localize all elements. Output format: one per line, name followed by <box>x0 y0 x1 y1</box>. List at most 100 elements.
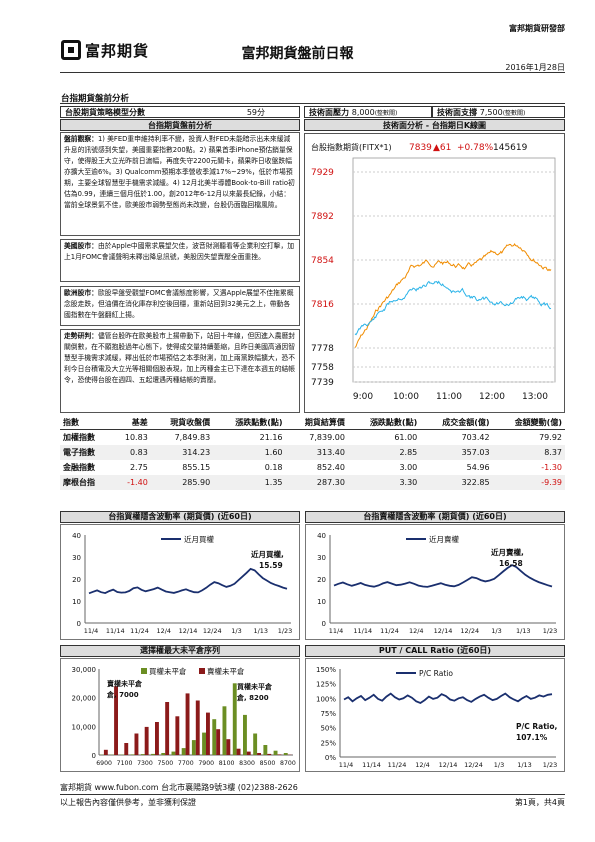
legend-label: 近月買權 <box>184 534 214 544</box>
put-oi-bar <box>155 722 159 755</box>
analysis-trend: 走勢研判：儘管台股昨在歐美股市上揚帶動下，站回十年線，但因進入農曆封關倒數，在不… <box>60 329 300 413</box>
y-tick-label: 0 <box>77 620 81 628</box>
x-tick-label: 7900 <box>198 760 214 767</box>
call-oi-bar <box>232 683 237 755</box>
report-date: 2016年1月28日 <box>505 63 565 72</box>
x-tick-label: 7300 <box>137 760 153 767</box>
kline-spot-line <box>354 280 552 336</box>
cell-spot: 7,849.83 <box>174 433 211 442</box>
row-name: 加權指數 <box>63 433 95 442</box>
legend-label: 近月賣權 <box>429 534 459 544</box>
data-label: 15.59 <box>259 561 283 570</box>
data-label: 倉, 8200 <box>236 693 269 702</box>
cell-volume: 322.85 <box>461 478 490 487</box>
analysis-us-market: 美國股市：由於Apple中國需求展望欠佳，波音財測聽看等企業利空打擊，加上1月F… <box>60 239 300 282</box>
y-tick-label: 0 <box>92 752 96 760</box>
legend-swatch <box>199 668 205 674</box>
support-value: 7,500 <box>479 107 503 117</box>
x-tick-label: 11/24 <box>130 627 149 635</box>
put-oi-bar <box>114 686 118 755</box>
call-oi-bar <box>202 732 206 755</box>
col-header: 漲跌點數(點) <box>213 416 286 430</box>
support-note: (整數關) <box>502 109 526 117</box>
call-oi-bar <box>263 745 268 755</box>
support-label: 技術面支撐 <box>437 107 477 117</box>
call-oi-bar <box>222 706 227 755</box>
analysis-premarket: 盤前觀察：1) 美FED重申維持利率不變，投資人對FED未能暗示出未來緩減升息的… <box>60 132 300 236</box>
cell-spot-change: 1.60 <box>264 448 283 457</box>
series-line <box>333 564 553 588</box>
x-tick-label: 1/13 <box>253 627 268 635</box>
col-header: 基差 <box>111 416 151 430</box>
cell-volume-change: -1.30 <box>541 463 562 472</box>
pc-ratio-chart-title: PUT / CALL Ratio (近60日) <box>305 645 565 657</box>
cell-volume: 703.42 <box>461 433 490 442</box>
kline-y-tick: 7778 <box>311 344 334 354</box>
analysis-eu-market: 歐洲股市：歐股早盤受觀望FOMC會議態度影響，又遇Apple展望不佳拖累概念股走… <box>60 286 300 326</box>
put-oi-bar <box>195 700 200 755</box>
resistance-value: 8,000 <box>351 107 375 117</box>
x-tick-label: 11/14 <box>106 627 125 635</box>
kline-futures-line <box>354 243 552 348</box>
row-name: 金融指數 <box>63 463 95 472</box>
data-label: 倉, 7000 <box>106 690 139 699</box>
fubon-logo-icon <box>61 40 81 60</box>
put-oi-bar <box>216 729 221 755</box>
cell-futures-change: 61.00 <box>394 433 418 442</box>
call-oi-bar <box>273 750 278 755</box>
call-oi-bar <box>283 753 288 755</box>
cell-basis: 0.83 <box>129 448 148 457</box>
x-tick-label: 12/14 <box>439 761 458 769</box>
x-tick-label: 1/13 <box>517 761 532 769</box>
fundamental-panel-title: 台指期貨盤前分析 <box>60 119 300 131</box>
strategy-label: 台股期貨策略模型分數 <box>65 107 145 117</box>
x-tick-label: 1/23 <box>278 627 293 635</box>
y-tick-label: 0 <box>322 620 326 628</box>
put-oi-bar <box>246 751 251 755</box>
call-oi-bar <box>130 754 135 755</box>
kline-x-tick: 12:00 <box>479 392 505 402</box>
cell-basis: -1.40 <box>127 478 148 487</box>
series-line <box>88 567 288 595</box>
kline-label: 台股指數期貨(FITX*1) <box>311 142 392 152</box>
col-header: 現貨收盤價 <box>150 416 214 430</box>
cell-futures-change: 3.00 <box>399 463 418 472</box>
put-oi-bar <box>134 733 139 755</box>
put-iv-chart: 0 10 20 30 40 11/4 11/14 11/24 12/4 12/14 12/24 1/3… <box>305 524 565 640</box>
kline-price: 7839 <box>409 143 432 153</box>
kline-x-tick: 13:00 <box>522 392 548 402</box>
data-label: 107.1% <box>516 733 548 742</box>
y-tick-label: 30 <box>317 554 326 562</box>
analysis-text: 歐股早盤受觀望FOMC會議態度影響，又遇Apple展望不佳拖累概念股走跌，但油價… <box>64 289 294 319</box>
row-name: 電子指數 <box>63 448 95 457</box>
support-bar: 技術面支撐 7,500 (整數關) <box>432 106 565 118</box>
x-tick-label: 12/4 <box>415 761 430 769</box>
x-tick-label: 7700 <box>178 760 194 767</box>
technical-panel-title: 技術面分析 - 台指期日K線圖 <box>304 119 565 131</box>
cell-spot-change: 1.35 <box>264 478 283 487</box>
kline-change: ▲61 <box>433 143 451 153</box>
kline-x-tick: 11:00 <box>436 392 462 402</box>
x-tick-label: 8100 <box>219 760 235 767</box>
kline-pct: +0.78% <box>457 143 494 153</box>
put-oi-bar <box>185 693 190 755</box>
department-label: 富邦期貨研發部 <box>509 24 565 33</box>
y-tick-label: 10 <box>317 598 326 606</box>
x-tick-label: 8700 <box>280 760 296 767</box>
put-oi-bar <box>236 748 241 755</box>
kline-y-tick: 7892 <box>311 212 334 222</box>
header-divider <box>60 72 565 73</box>
cell-spot-change: 0.18 <box>264 463 283 472</box>
report-title: 富邦期貨盤前日報 <box>241 46 354 62</box>
data-label: 近月買權, <box>251 549 284 559</box>
section-title: 台指期貨盤前分析 <box>61 94 130 104</box>
x-tick-label: 12/14 <box>434 627 453 635</box>
analysis-text: 由於Apple中國需求展望欠佳，波音財測聽看等企業利空打擊，加上1月FOMC會議… <box>64 242 295 261</box>
call-iv-chart: 0 10 20 30 40 11/4 11/14 11/24 12/4 12/14 12/24 1/3… <box>60 524 300 640</box>
cell-spot: 314.23 <box>182 448 211 457</box>
analysis-text: 儘管台股昨在歐美股市上揚帶動下，站回十年線，但因進入農曆封關倒數，在不願抱股過年… <box>64 332 296 384</box>
x-tick-label: 12/24 <box>460 627 479 635</box>
x-tick-label: 11/14 <box>353 627 372 635</box>
legend-swatch <box>141 668 147 674</box>
x-tick-label: 12/24 <box>203 627 222 635</box>
